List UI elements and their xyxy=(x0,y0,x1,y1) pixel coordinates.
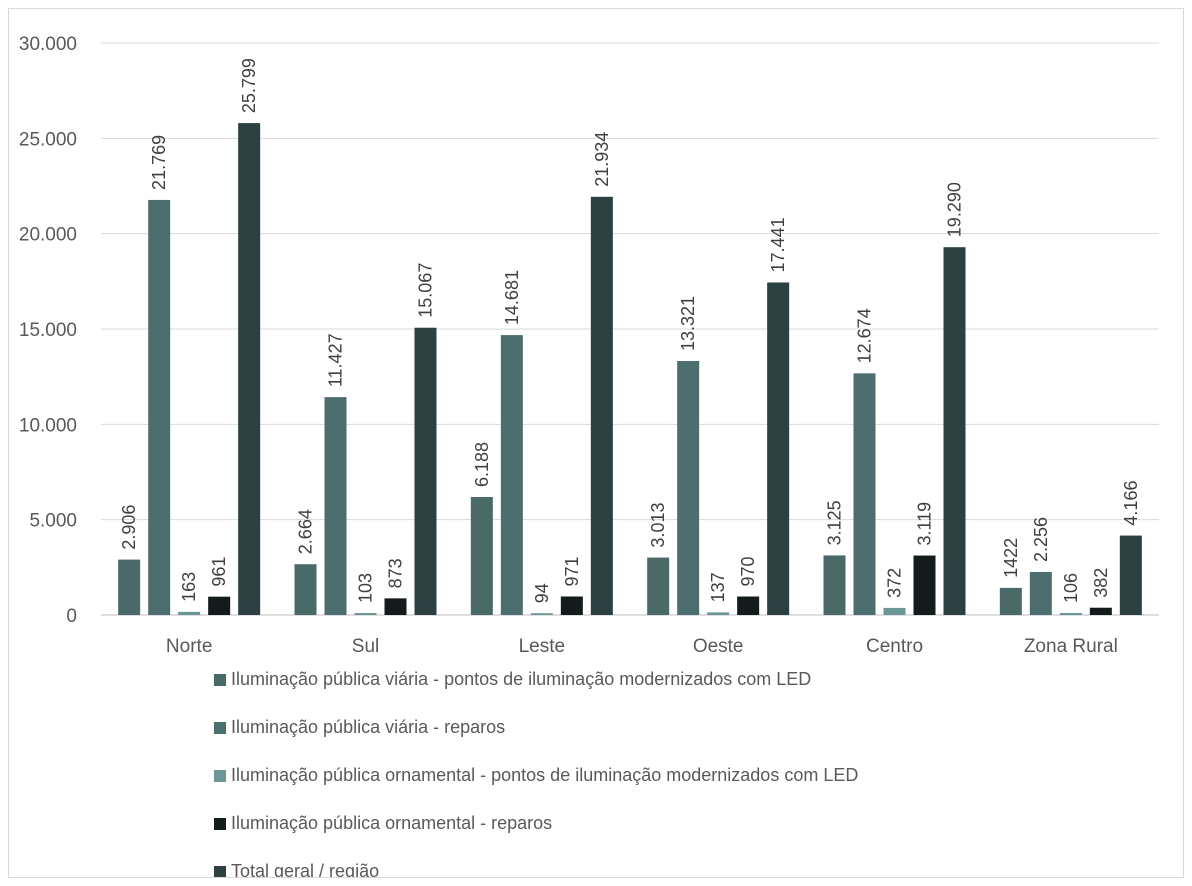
y-tick-label: 5.000 xyxy=(29,511,77,532)
bar xyxy=(823,555,846,615)
legend-label: Total geral / região xyxy=(231,861,379,877)
data-label: 6.188 xyxy=(472,442,492,487)
bar xyxy=(178,611,201,615)
y-tick-label: 30.000 xyxy=(19,34,77,55)
bar xyxy=(414,327,437,615)
y-tick-label: 10.000 xyxy=(19,415,77,436)
bar xyxy=(1059,612,1082,615)
data-label: 4.166 xyxy=(1121,481,1141,526)
bar xyxy=(1119,535,1142,615)
data-labels: 2.906 21.769 163 961 25.799 2.664 11.427 103 873… xyxy=(119,58,1141,603)
legend-swatch xyxy=(214,866,226,878)
data-label: 21.934 xyxy=(592,132,612,187)
data-label: 11.427 xyxy=(326,333,346,387)
legend-swatch xyxy=(214,674,226,686)
legend-swatch xyxy=(214,770,226,782)
data-label: 163 xyxy=(179,572,199,602)
bars xyxy=(118,123,1142,616)
bar xyxy=(324,397,347,615)
data-label: 15.067 xyxy=(416,263,436,318)
data-label: 25.799 xyxy=(239,58,259,113)
data-label: 103 xyxy=(356,573,376,603)
bar-chart: 0 5.000 10.000 15.000 20.000 25.000 30.000 2.9… xyxy=(19,34,1159,881)
data-label: 12.674 xyxy=(855,308,875,363)
gridlines xyxy=(101,42,1159,616)
y-tick-label: 20.000 xyxy=(19,225,77,246)
data-label: 3.013 xyxy=(648,503,668,548)
bar xyxy=(294,564,317,615)
bar xyxy=(590,196,613,615)
y-tick-label: 15.000 xyxy=(19,320,77,341)
legend-label: Iluminação pública viária - reparos xyxy=(231,717,505,737)
x-tick-label: Zona Rural xyxy=(1024,636,1118,657)
bar xyxy=(384,598,407,615)
data-label: 2.906 xyxy=(119,505,139,550)
bar xyxy=(677,361,700,615)
bar xyxy=(737,596,760,615)
data-label: 1422 xyxy=(1001,538,1021,578)
chart-frame: 0 5.000 10.000 15.000 20.000 25.000 30.000 2.9… xyxy=(8,8,1184,881)
data-label: 14.681 xyxy=(502,270,522,325)
bar xyxy=(148,199,171,615)
data-label: 137 xyxy=(708,572,728,602)
bar xyxy=(530,613,553,615)
bar xyxy=(560,596,583,615)
y-tick-label: 25.000 xyxy=(19,129,77,150)
legend-swatch xyxy=(214,818,226,830)
y-tick-label: 0 xyxy=(66,606,77,627)
data-label: 2.664 xyxy=(296,509,316,554)
x-tick-label: Norte xyxy=(166,636,212,657)
data-label: 372 xyxy=(885,568,905,598)
data-label: 873 xyxy=(386,558,406,588)
y-axis: 0 5.000 10.000 15.000 20.000 25.000 30.000 xyxy=(19,34,77,627)
data-label: 21.769 xyxy=(149,135,169,190)
bar xyxy=(500,335,523,615)
data-label: 971 xyxy=(562,556,582,586)
data-label: 2.256 xyxy=(1031,517,1051,562)
legend-label: Iluminação pública ornamental - reparos xyxy=(231,813,552,833)
x-axis: Norte Sul Leste Oeste Centro Zona Rural xyxy=(166,636,1118,657)
data-label: 17.441 xyxy=(768,217,788,272)
bar xyxy=(1089,607,1112,615)
bar xyxy=(999,587,1022,615)
x-tick-label: Oeste xyxy=(693,636,744,657)
legend-label: Iluminação pública viária - pontos de il… xyxy=(231,669,811,689)
bar xyxy=(767,282,790,615)
data-label: 970 xyxy=(738,556,758,586)
bar xyxy=(883,607,906,615)
data-label: 3.125 xyxy=(825,500,845,545)
bar xyxy=(707,612,730,615)
bar xyxy=(470,497,493,615)
data-label: 19.290 xyxy=(945,182,965,237)
legend: Iluminação pública viária - pontos de il… xyxy=(214,669,858,881)
bar xyxy=(1029,571,1052,615)
x-tick-label: Centro xyxy=(866,636,923,657)
bar xyxy=(853,373,876,615)
legend-swatch xyxy=(214,722,226,734)
x-tick-label: Leste xyxy=(519,636,565,657)
bar xyxy=(238,123,261,616)
data-label: 961 xyxy=(209,557,229,587)
data-label: 3.119 xyxy=(915,502,935,546)
bar xyxy=(943,247,966,616)
data-label: 106 xyxy=(1061,573,1081,603)
bar xyxy=(208,596,231,615)
bar xyxy=(354,613,377,615)
x-tick-label: Sul xyxy=(352,636,379,657)
bar xyxy=(118,559,141,615)
legend-label: Iluminação pública ornamental - pontos d… xyxy=(231,765,858,785)
bar xyxy=(647,557,670,615)
data-label: 94 xyxy=(532,583,552,603)
bar xyxy=(913,555,936,615)
data-label: 13.321 xyxy=(678,296,698,351)
data-label: 382 xyxy=(1091,568,1111,598)
